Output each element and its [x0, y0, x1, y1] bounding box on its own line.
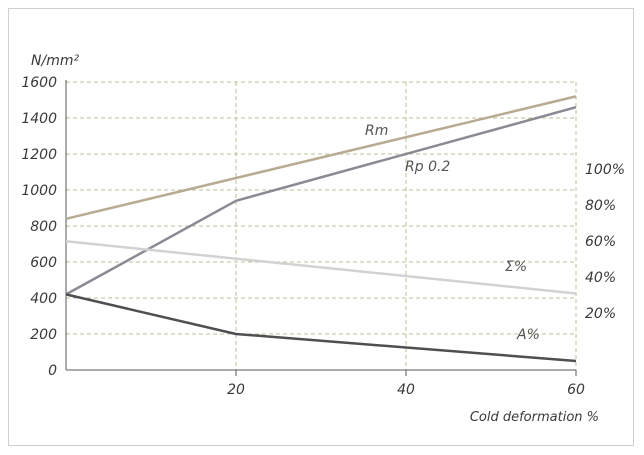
y2-tick-label-3: 80% [585, 198, 616, 214]
x-tick-label-2: 60 [567, 382, 585, 398]
y-tick-label-4: 800 [30, 219, 57, 235]
chart-svg: 0 200 400 600 800 1000 1200 1400 1600 20 40 60 20% 40… [21, 53, 625, 425]
y-tick-label-8: 1600 [21, 75, 57, 91]
y-tick-label-3: 600 [30, 255, 57, 271]
y-tick-label-1: 200 [30, 327, 57, 343]
y2-tick-label-1: 40% [585, 270, 616, 286]
x-tick-label-0: 20 [227, 382, 245, 398]
grid [66, 81, 577, 370]
y2-tick-label-2: 60% [585, 234, 616, 250]
series-line-2 [65, 240, 577, 295]
series-line-1 [65, 105, 577, 296]
x-axis-label: Cold deformation % [470, 410, 599, 425]
axes [65, 80, 577, 376]
series-label-1: Rp 0.2 [405, 159, 450, 175]
series-lines [65, 95, 577, 363]
y-tick-label-0: 0 [48, 363, 57, 379]
series-label-3: A% [516, 327, 540, 343]
y2-tick-label-0: 20% [585, 306, 616, 322]
y-tick-label-5: 1000 [21, 183, 57, 199]
x-tick-label-1: 40 [397, 382, 415, 398]
y-tick-label-7: 1400 [21, 111, 57, 127]
series-line-3 [65, 293, 577, 363]
y-tick-label-6: 1200 [21, 147, 57, 163]
y-tick-label-2: 400 [30, 291, 57, 307]
series-label-2: Σ% [505, 259, 527, 275]
y-axis-label: N/mm² [31, 53, 79, 69]
series-line-0 [65, 95, 577, 221]
y2-tick-label-4: 100% [585, 162, 625, 178]
labels: 0 200 400 600 800 1000 1200 1400 1600 20 40 60 20% 40… [21, 75, 625, 398]
chart-frame: 0 200 400 600 800 1000 1200 1400 1600 20 40 60 20% 40… [8, 8, 634, 446]
series-label-0: Rm [365, 123, 388, 139]
